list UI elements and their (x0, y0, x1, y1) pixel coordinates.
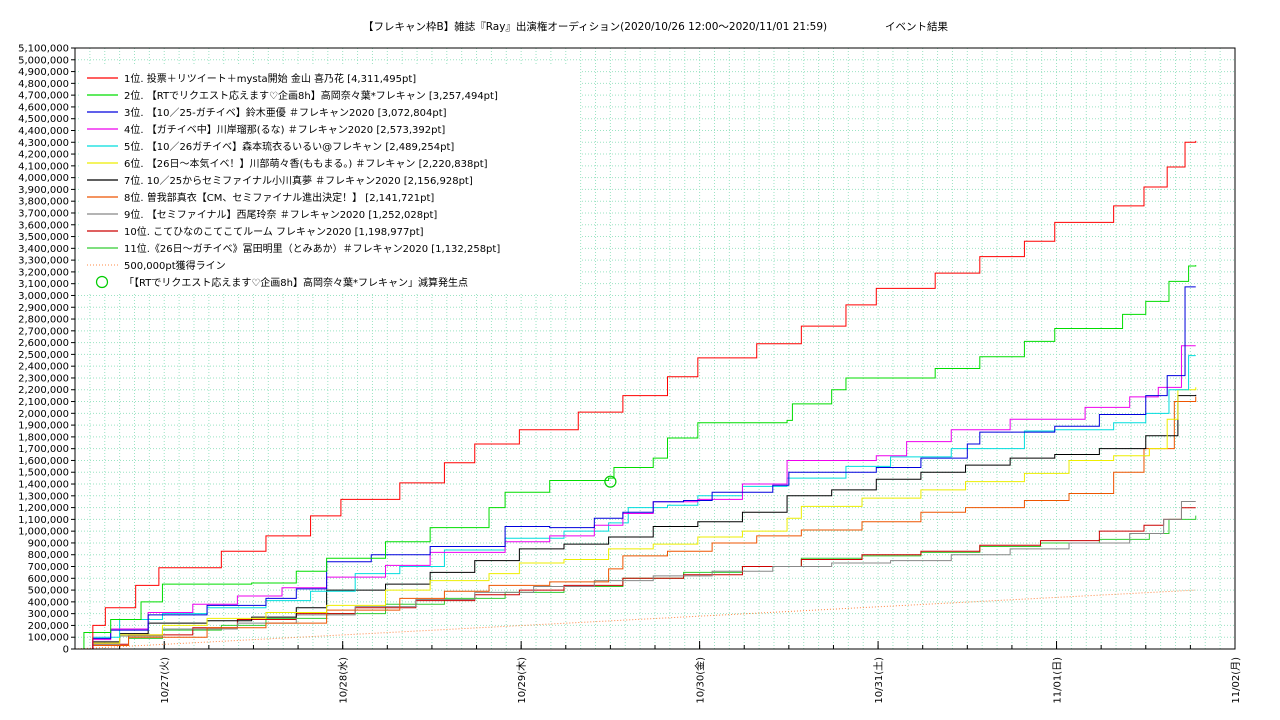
y-tick-label: 4,200,000 (18, 150, 69, 161)
legend-entry: 3位. 【10／25-ガチイベ】鈴木亜優 ＃フレキャン2020 [3,072,8… (124, 106, 447, 119)
legend-entry: 7位. 10／25からセミファイナル小川真夢 ＃フレキャン2020 [2,156… (124, 174, 473, 187)
legend-entry: 「【RTでリクエスト応えます♡企画8h】高岡奈々葉*フレキャン」減算発生点 (124, 276, 468, 289)
y-tick-label: 3,100,000 (18, 279, 69, 290)
grid (75, 47, 1235, 649)
y-tick-label: 4,300,000 (18, 138, 69, 149)
y-tick-label: 2,000,000 (18, 409, 69, 420)
y-tick-label: 1,900,000 (18, 421, 69, 432)
legend-entry: 11位.《26日〜ガチイベ》冨田明里（とみあか）＃フレキャン2020 [1,13… (124, 242, 500, 255)
y-tick-label: 4,900,000 (18, 67, 69, 78)
y-tick-label: 0 (63, 645, 69, 656)
series-line-9 (75, 500, 1196, 650)
legend: 1位. 投票＋リツイート＋mysta開始 金山 喜乃花 [4,311,495pt… (80, 66, 580, 292)
y-tick-label: 1,000,000 (18, 527, 69, 538)
y-tick-label: 3,800,000 (18, 197, 69, 208)
y-tick-label: 1,300,000 (18, 491, 69, 502)
chart-subtitle: イベント結果 (885, 20, 948, 33)
series-line-11 (75, 515, 1197, 650)
x-tick-label: 10/30(金) (694, 657, 707, 704)
y-tick-label: 1,500,000 (18, 468, 69, 479)
plot-frame (74, 47, 1236, 650)
y-tick-label: 700,000 (28, 562, 69, 573)
legend-marker-swatch (95, 275, 109, 289)
x-tick-label: 11/02(月) (1230, 657, 1242, 704)
y-tick-label: 2,900,000 (18, 303, 69, 314)
y-tick-label: 3,400,000 (18, 244, 69, 255)
y-tick-label: 4,100,000 (18, 161, 69, 172)
y-tick-label: 4,400,000 (18, 126, 69, 137)
legend-entry: 500,000pt獲得ライン (124, 259, 226, 272)
series-line-6 (75, 387, 1197, 650)
drop-marker (604, 475, 617, 488)
y-tick-label: 1,700,000 (18, 444, 69, 455)
legend-entry: 2位. 【RTでリクエスト応えます♡企画8h】高岡奈々葉*フレキャン [3,25… (124, 89, 498, 102)
y-tick-label: 400,000 (28, 597, 69, 608)
y-tick-label: 4,600,000 (18, 102, 69, 113)
series-line-4 (75, 345, 1196, 650)
legend-entry: 5位. 【10／26ガチイベ】森本琉衣るいるい@フレキャン [2,489,254… (124, 140, 454, 153)
x-tick-label: 10/31(土) (872, 657, 885, 704)
y-tick-label: 2,400,000 (18, 362, 69, 373)
reference-line (74, 589, 1196, 650)
y-tick-label: 600,000 (28, 574, 69, 585)
y-tick-label: 5,000,000 (18, 55, 69, 66)
legend-entry: 1位. 投票＋リツイート＋mysta開始 金山 喜乃花 [4,311,495pt… (124, 72, 416, 85)
y-tick-label: 2,700,000 (18, 326, 69, 337)
series-line-8 (75, 396, 1197, 650)
y-tick-label: 2,600,000 (18, 338, 69, 349)
y-tick-label: 800,000 (28, 550, 69, 561)
y-tick-label: 900,000 (28, 538, 69, 549)
legend-entry: 10位. こてひなのこてこてルーム フレキャン2020 [1,198,977pt… (124, 225, 424, 238)
y-tick-label: 4,500,000 (18, 114, 69, 125)
legend-entry: 6位. 【26日〜本気イベ！】川部萌々香(ももまる。) ＃フレキャン [2,22… (124, 157, 488, 170)
series-line-1 (75, 140, 1197, 650)
y-tick-label: 300,000 (28, 609, 69, 620)
x-tick-label: 10/29(木) (516, 657, 528, 704)
series-line-3 (75, 286, 1196, 650)
x-tick-label: 11/01(日) (1053, 657, 1064, 704)
x-tick-label: 10/27(火) (159, 657, 171, 704)
y-tick-label: 3,600,000 (18, 220, 69, 231)
series-group (74, 140, 1197, 650)
y-tick-label: 1,100,000 (18, 515, 69, 526)
y-tick-label: 3,200,000 (18, 267, 69, 278)
y-tick-label: 200,000 (28, 621, 69, 632)
y-tick-label: 1,600,000 (18, 456, 69, 467)
y-tick-label: 3,700,000 (18, 208, 69, 219)
series-line-7 (75, 394, 1197, 650)
y-tick-label: 3,500,000 (18, 232, 69, 243)
chart-title: 【フレキャン枠B】雑誌『Ray』出演権オーディション(2020/10/26 12… (363, 20, 827, 33)
y-tick-label: 2,800,000 (18, 315, 69, 326)
y-tick-label: 4,800,000 (18, 79, 69, 90)
y-tick-label: 3,000,000 (18, 291, 69, 302)
y-tick-label: 2,100,000 (18, 397, 69, 408)
x-axis: 10/27(火) 10/28(水) 10/29(木) 10/30(金) 10/31(土)… (119, 641, 1242, 704)
y-tick-label: 500,000 (28, 586, 69, 597)
y-tick-label: 2,300,000 (18, 373, 69, 384)
y-tick-label: 100,000 (28, 633, 69, 644)
legend-entry: 8位. 曽我部真衣【CM、セミファイナル進出決定！】 [2,141,721pt] (124, 191, 434, 204)
series-line-5 (75, 355, 1196, 650)
y-tick-label: 4,000,000 (18, 173, 69, 184)
y-tick-label: 2,500,000 (18, 350, 69, 361)
y-tick-label: 3,900,000 (18, 185, 69, 196)
series-line-2 (75, 265, 1197, 650)
y-tick-label: 2,200,000 (18, 385, 69, 396)
y-tick-label: 1,400,000 (18, 480, 69, 491)
y-tick-label: 5,100,000 (18, 44, 69, 55)
legend-background (80, 66, 580, 292)
y-tick-label: 3,300,000 (18, 256, 69, 267)
y-tick-label: 1,200,000 (18, 503, 69, 514)
legend-entry: 4位. 【ガチイベ中】川岸瑠那(るな) ＃フレキャン2020 [2,573,39… (124, 123, 445, 136)
y-tick-label: 4,700,000 (18, 91, 69, 102)
x-tick-label: 10/28(水) (338, 657, 350, 704)
legend-entry: 9位. 【セミファイナル】西尾玲奈 ＃フレキャン2020 [1,252,028p… (124, 208, 437, 221)
y-axis: 0100,000200,000300,000400,000500,000600,… (18, 44, 75, 656)
y-tick-label: 1,800,000 (18, 432, 69, 443)
